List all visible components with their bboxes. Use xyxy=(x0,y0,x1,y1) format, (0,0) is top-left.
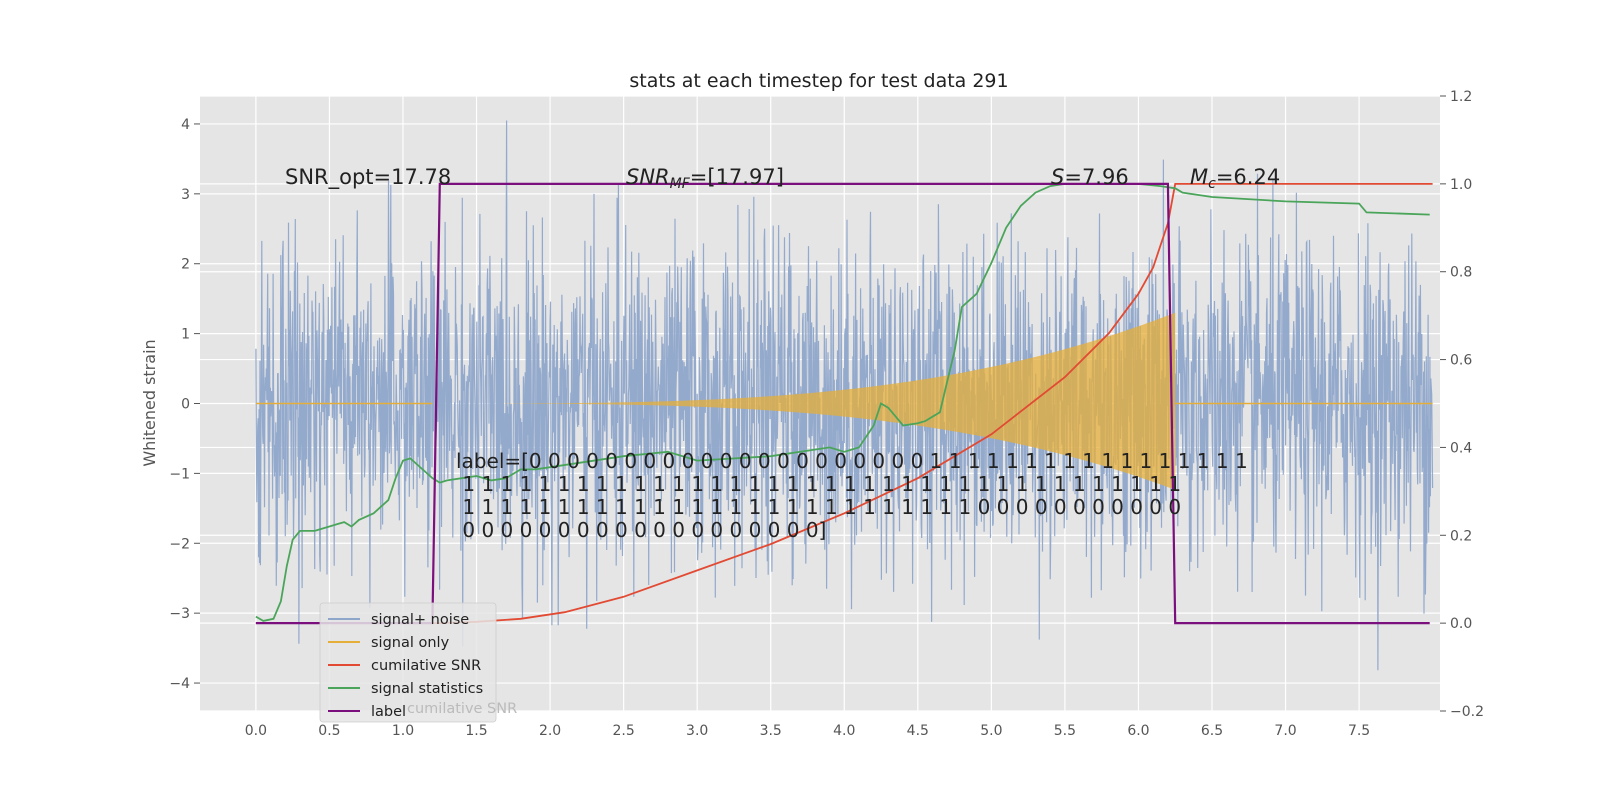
x-tick-label: 2.0 xyxy=(539,723,561,739)
annotation-snr-opt: SNR_opt=17.78 xyxy=(285,165,451,190)
label-array-line: 0 0 0 0 0 0 0 0 0 0 0 0 0 0 0 0 0 0 0] xyxy=(456,518,826,542)
y-tick-label-right: −0.2 xyxy=(1450,704,1484,720)
x-tick-label: 6.0 xyxy=(1127,723,1149,739)
y-tick-label-left: −2 xyxy=(169,536,190,552)
x-tick-label: 0.0 xyxy=(245,723,267,739)
legend-entry-label: signal+ noise xyxy=(371,612,469,628)
x-tick-label: 1.0 xyxy=(392,723,414,739)
y-tick-label-right: 0.4 xyxy=(1450,440,1472,456)
y-tick-label-left: 2 xyxy=(181,257,190,273)
y-tick-label-right: 1.0 xyxy=(1450,177,1472,193)
y-tick-label-right: 0.2 xyxy=(1450,528,1472,544)
x-tick-label: 0.5 xyxy=(318,723,340,739)
y-tick-label-right: 0.8 xyxy=(1450,265,1472,281)
x-tick-label: 7.5 xyxy=(1348,723,1370,739)
x-tick-label: 3.0 xyxy=(686,723,708,739)
x-tick-label: 7.0 xyxy=(1274,723,1296,739)
legend-entry-label: signal statistics xyxy=(371,681,483,697)
series-signal-statistics xyxy=(255,182,1430,622)
label-array-line: 1 1 1 1 1 1 1 1 1 1 1 1 1 1 1 1 1 1 1 1 … xyxy=(456,472,1181,496)
chart-title: stats at each timestep for test data 291 xyxy=(629,70,1008,92)
y-tick-label-left: 3 xyxy=(181,187,190,203)
annotation-snr-mf: SNRMF=[17.97] xyxy=(626,165,784,192)
label-array-line: 1 1 1 1 1 1 1 1 1 1 1 1 1 1 1 1 1 1 1 1 … xyxy=(456,495,1181,519)
series-signal-noise xyxy=(255,120,1434,671)
x-tick-label: 6.5 xyxy=(1201,723,1223,739)
series-signal-only xyxy=(432,312,1176,490)
y-tick-label-left: 4 xyxy=(181,117,190,133)
legend-entry-label: label xyxy=(371,704,406,720)
label-array-line: label=[0 0 0 0 0 0 0 0 0 0 0 0 0 0 0 0 0… xyxy=(456,449,1248,473)
y-tick-label-left: 0 xyxy=(181,397,190,413)
y-axis-left-ticks: 4 3 2 1 0 −1 −2 −3 −4 xyxy=(169,117,200,692)
y-tick-label-left: 1 xyxy=(181,327,190,343)
legend-entry-label: cumilative SNR xyxy=(371,658,481,674)
y-axis-right-ticks: 1.2 1.0 0.8 0.6 0.4 0.2 0.0 −0.2 xyxy=(1440,89,1484,720)
legend-entry-label: signal only xyxy=(371,635,450,651)
y-tick-label-right: 0.6 xyxy=(1450,353,1472,369)
x-tick-label: 2.5 xyxy=(612,723,634,739)
legend: cumilative SNR signal+ noise signal only c… xyxy=(319,602,517,723)
annotation-mc-value: Mc=6.24 xyxy=(1190,165,1280,192)
x-tick-label: 4.0 xyxy=(833,723,855,739)
x-tick-label: 1.5 xyxy=(465,723,487,739)
legend-ghost-text: cumilative SNR xyxy=(407,701,517,717)
annotation-s-value: S=7.96 xyxy=(1051,165,1129,189)
y-tick-label-left: −4 xyxy=(169,676,190,692)
x-tick-label: 3.5 xyxy=(760,723,782,739)
legend-box xyxy=(319,602,497,723)
y-axis-left-label: Whitened strain xyxy=(140,339,159,466)
y-tick-label-right: 0.0 xyxy=(1450,616,1472,632)
annotation-label-array: label=[0 0 0 0 0 0 0 0 0 0 0 0 0 0 0 0 0… xyxy=(456,449,1248,542)
x-tick-label: 4.5 xyxy=(907,723,929,739)
x-tick-label: 5.0 xyxy=(980,723,1002,739)
y-tick-label-left: −3 xyxy=(169,606,190,622)
x-tick-label: 5.5 xyxy=(1054,723,1076,739)
y-tick-label-left: −1 xyxy=(169,466,190,482)
y-tick-label-right: 1.2 xyxy=(1450,89,1472,105)
x-axis-ticks: 0.0 0.5 1.0 1.5 2.0 2.5 3.0 3.5 4.0 4.5 5.0 5.5 6.0 6… xyxy=(245,723,1370,739)
